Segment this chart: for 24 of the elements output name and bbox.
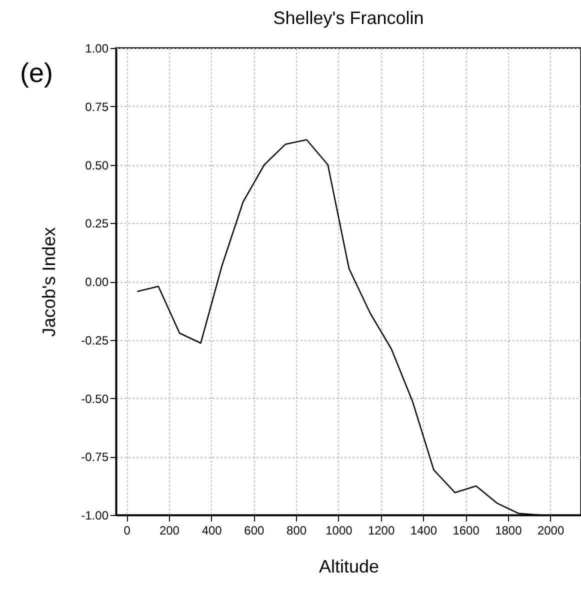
- x-tick-label: 200: [159, 524, 180, 538]
- y-tick-label: 1.00: [85, 42, 109, 56]
- y-tick-label: -1.00: [81, 508, 109, 522]
- x-tick-label: 800: [286, 524, 307, 538]
- x-axis-title: Altitude: [318, 556, 380, 576]
- y-tick-label: -0.50: [81, 392, 109, 406]
- y-tick-label: -0.25: [81, 333, 109, 348]
- x-tick-label: 400: [202, 524, 222, 538]
- chart-title: Shelley's Francolin: [273, 8, 424, 28]
- x-tick-label: 1600: [452, 524, 480, 538]
- x-tick-label: 1400: [410, 524, 438, 538]
- y-tick-label: 0.75: [85, 100, 109, 114]
- y-tick-label: 0.50: [85, 158, 109, 172]
- y-tick-label: 0.25: [85, 216, 109, 231]
- x-tick-label: 1200: [368, 524, 395, 538]
- x-tick-label: 1800: [495, 524, 522, 538]
- x-tick-label: 600: [244, 524, 265, 538]
- y-axis-title: Jacob's Index: [39, 227, 60, 337]
- text: (e): [20, 58, 53, 89]
- y-tick-label: -0.75: [81, 450, 109, 464]
- x-tick-label: 1000: [326, 524, 353, 538]
- x-tick-label: 0: [124, 524, 131, 538]
- y-tick-label: 0.00: [85, 275, 109, 289]
- x-tick-label: 2000: [537, 524, 564, 538]
